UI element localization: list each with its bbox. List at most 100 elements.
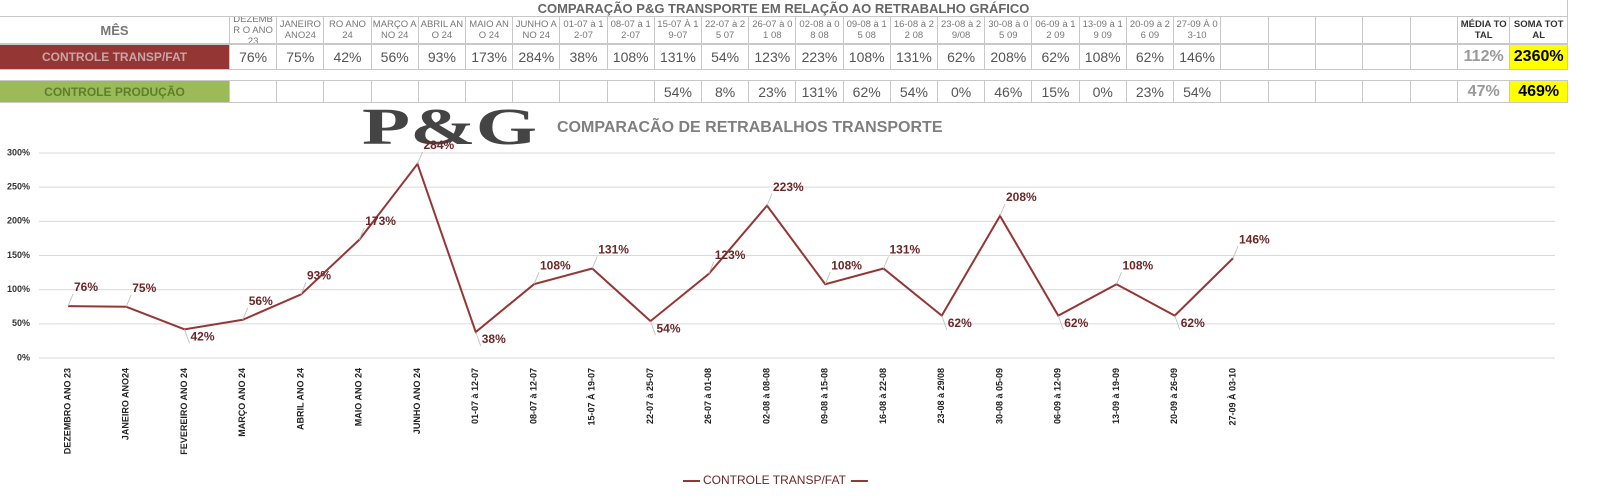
column-header: 09-08 à 15 08 [843, 17, 891, 44]
data-line [67, 161, 1234, 334]
column-header: 02-08 à 08 08 [796, 17, 844, 44]
table-cell: 42% [324, 44, 372, 70]
column-header: MARÇO ANO 24 [371, 17, 419, 44]
table-cell: 54% [702, 44, 750, 70]
leader-line [125, 294, 132, 307]
table-cell [418, 80, 466, 103]
data-label: 131% [598, 243, 629, 257]
column-header: ABRIL ANO 24 [418, 17, 466, 44]
column-header: 27-09 À 03-10 [1174, 17, 1222, 44]
x-tick-label: 09-08 à 15-08 [820, 368, 830, 424]
leader-line [650, 320, 656, 336]
x-tick-label: 26-07 à 01-08 [703, 368, 713, 424]
leader-line [766, 193, 773, 206]
table-cell [1410, 80, 1459, 103]
data-label: 223% [773, 180, 804, 194]
leader-line [883, 256, 889, 269]
leader-line [417, 151, 423, 165]
table-cell: 62% [1032, 44, 1080, 70]
table-cell: 8% [702, 80, 750, 103]
table-cell [1268, 44, 1316, 70]
table-cell: 108% [1079, 44, 1127, 70]
x-tick-label: 23-08 à 29/08 [936, 368, 946, 424]
x-tick-label: 13-09 à 19-09 [1111, 368, 1121, 424]
data-label: 62% [948, 316, 972, 330]
data-label: 62% [1181, 316, 1205, 330]
leader-line [1116, 272, 1122, 285]
data-label: 108% [540, 258, 571, 272]
table-cell [466, 80, 514, 103]
table-cell [1316, 80, 1364, 103]
table-cell: 108% [607, 44, 655, 70]
data-label: 38% [482, 332, 506, 346]
leader-line [1057, 315, 1064, 330]
x-tick-label: 22-07 à 25-07 [645, 368, 655, 424]
leader-line [533, 272, 540, 285]
table-cell: 131% [890, 44, 938, 70]
column-header [1316, 17, 1364, 44]
leader-line [1232, 246, 1239, 259]
table-cell: 62% [1126, 44, 1174, 70]
table-cell: 93% [418, 44, 466, 70]
data-label: 284% [424, 138, 455, 152]
x-tick-label: FEVEREIRO ANO 24 [179, 368, 189, 455]
table-cell: 46% [985, 80, 1033, 103]
row-label: CONTROLE PRODUÇÃO [0, 80, 230, 103]
table-cell: 54% [654, 80, 702, 103]
y-tick-label: 50% [12, 318, 30, 328]
summary-table: COMPARAÇÃO P&G TRANSPORTE EM RELAÇÃO AO … [0, 0, 1600, 106]
column-header: 06-09 à 12 09 [1032, 17, 1080, 44]
leader-line [300, 282, 307, 295]
data-label: 123% [715, 248, 746, 262]
data-label: 42% [191, 329, 215, 343]
table-cell: 54% [1174, 80, 1222, 103]
column-header: 22-07 à 25 07 [702, 17, 750, 44]
x-tick-label: 27-09 À 03-10 [1227, 368, 1237, 426]
column-header: 01-07 à 12-07 [560, 17, 608, 44]
x-tick-label: 15-07 À 19-07 [587, 368, 597, 426]
table-cell: 76% [230, 44, 278, 70]
table-cell: 54% [890, 80, 938, 103]
x-tick-label: 02-08 à 08-08 [761, 368, 771, 424]
x-tick-label: 20-09 à 26-09 [1169, 368, 1179, 424]
x-tick-label: ABRIL ANO 24 [295, 368, 305, 430]
column-header: JUNHO ANO 24 [513, 17, 561, 44]
table-cell: 47% [1458, 80, 1511, 103]
table-cell [324, 80, 372, 103]
leader-line [475, 331, 482, 347]
table-cell [1363, 44, 1411, 70]
table-cell: 23% [1126, 80, 1174, 103]
x-tick-label: DEZEMBRO ANO 23 [62, 368, 72, 454]
leader-line [67, 293, 74, 307]
y-tick-label: 100% [7, 284, 30, 294]
table-cell [513, 80, 561, 103]
x-tick-label: MAIO ANO 24 [354, 368, 364, 426]
data-label: 173% [365, 214, 396, 228]
leader-line [242, 307, 249, 320]
table-cell: 469% [1510, 80, 1569, 103]
chart: P&G COMPARACÃO DE RETRABALHOS TRANSPORTE… [7, 106, 1555, 487]
table-cell: 62% [938, 44, 986, 70]
table-cell [607, 80, 655, 103]
leader-line [358, 227, 365, 240]
table-cell: 284% [513, 44, 561, 70]
y-tick-label: 250% [7, 182, 30, 192]
table-cell: 131% [796, 80, 844, 103]
y-tick-label: 300% [7, 147, 30, 157]
column-header: 08-07 à 12-07 [607, 17, 655, 44]
legend-label: CONTROLE TRANSP/FAT [703, 473, 847, 487]
table-cell: 62% [843, 80, 891, 103]
leader-line [999, 203, 1006, 217]
corner-header: MÊS [0, 17, 230, 44]
chart-title: COMPARACÃO DE RETRABALHOS TRANSPORTE [557, 116, 943, 136]
table-cell [1221, 44, 1269, 70]
table-cell: 2360% [1510, 44, 1569, 70]
column-header: 26-07 à 01 08 [749, 17, 797, 44]
table-cell: 123% [749, 44, 797, 70]
leader-line [708, 261, 715, 275]
table-cell [1268, 80, 1316, 103]
column-header: DEZEMBR O ANO 23 [230, 17, 278, 44]
table-cell [1221, 80, 1269, 103]
column-header [1410, 17, 1459, 44]
table-cell: 223% [796, 44, 844, 70]
